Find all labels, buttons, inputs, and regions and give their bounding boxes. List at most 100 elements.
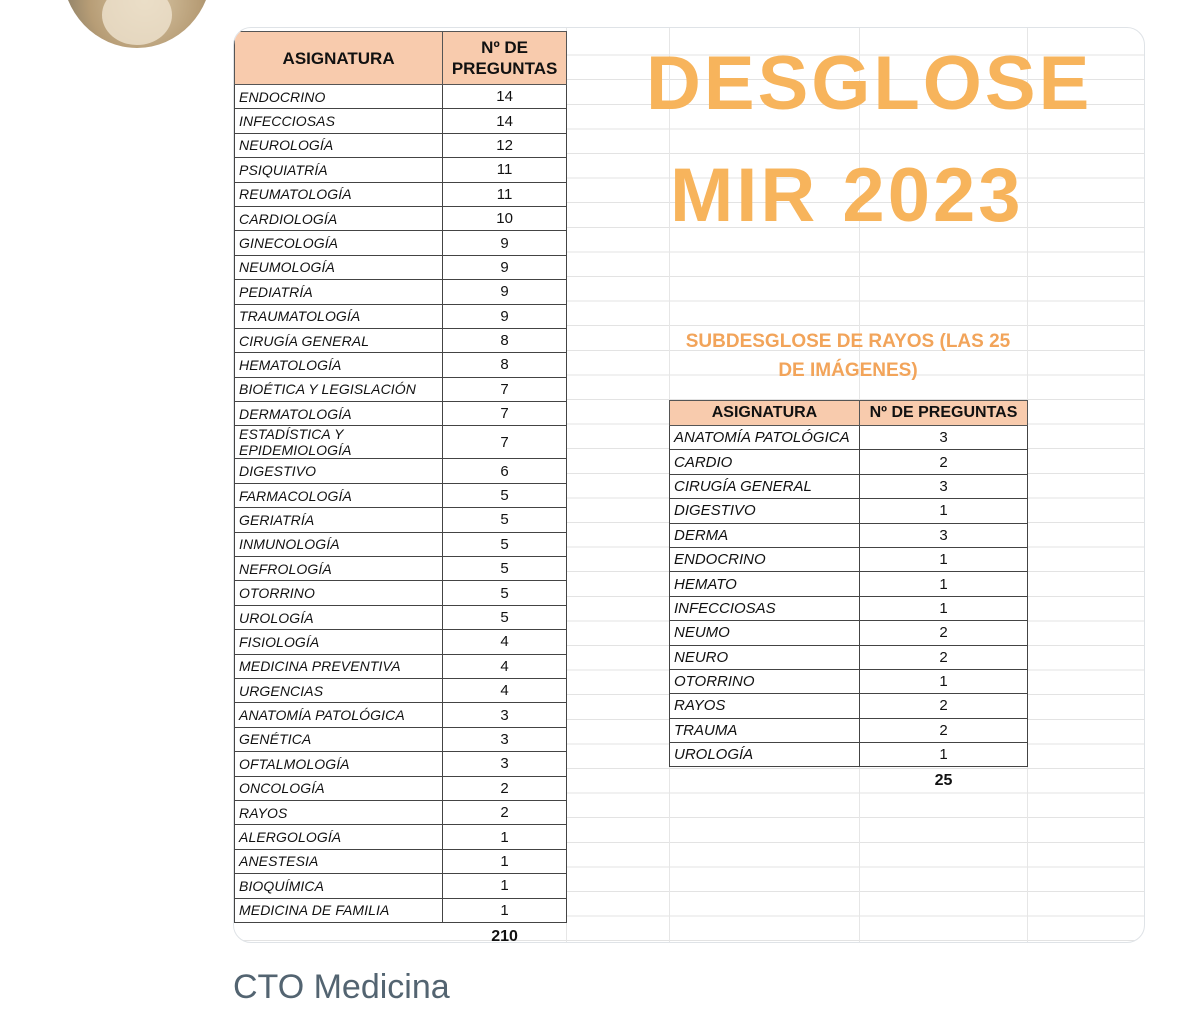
sub-header-count: Nº DE PREGUNTAS (859, 400, 1028, 426)
subject-cell: ENDOCRINO (234, 83, 444, 110)
count-cell: 7 (442, 401, 567, 427)
table-row: ENDOCRINO 14 (234, 83, 567, 110)
subject-cell: INFECCIOSAS (669, 595, 860, 622)
table-row: ANESTESIA 1 (234, 848, 567, 875)
sub-table-header-row: ASIGNATURA Nº DE PREGUNTAS (669, 400, 1028, 426)
total-row: 25 (670, 767, 1028, 796)
count-cell: 1 (442, 873, 567, 899)
table-row: BIOÉTICA Y LEGISLACIÓN 7 (234, 376, 567, 403)
table-row: ANATOMÍA PATOLÓGICA 3 (234, 702, 567, 728)
total-spacer (670, 767, 860, 796)
table-row: NEUROLOGÍA 12 (234, 132, 567, 159)
table-row: NEFROLOGÍA 5 (234, 556, 567, 582)
table-row: TRAUMA 2 (669, 717, 1028, 744)
table-row: NEURO 2 (669, 644, 1028, 670)
total-value: 25 (934, 772, 953, 790)
subject-cell: DERMATOLOGÍA (234, 401, 444, 427)
count-cell: 2 (442, 799, 567, 826)
count-cell: 5 (442, 482, 567, 509)
count-cell: 9 (442, 279, 567, 305)
subject-cell: OFTALMOLOGÍA (234, 751, 444, 777)
table-row: ENDOCRINO 1 (669, 546, 1028, 573)
count-cell: 7 (442, 425, 567, 460)
table-row: ALERGOLOGÍA 1 (234, 824, 567, 850)
subject-cell: TRAUMATOLOGÍA (234, 303, 444, 329)
table-row: CIRUGÍA GENERAL 3 (669, 473, 1028, 500)
total-spacer (235, 922, 443, 942)
count-cell: 10 (442, 205, 567, 232)
subject-cell: HEMATO (669, 571, 860, 597)
subject-cell: FISIOLOGÍA (234, 629, 444, 655)
table-row: NEUMO 2 (669, 620, 1028, 646)
subject-cell: HEMATOLOGÍA (234, 352, 444, 378)
table-row: GERIATRÍA 5 (234, 507, 567, 533)
count-cell: 9 (442, 230, 567, 256)
count-cell: 3 (859, 473, 1028, 500)
count-cell: 1 (859, 546, 1028, 573)
rayos-breakdown-table: ASIGNATURA Nº DE PREGUNTAS ANATOMÍA PATO… (669, 400, 1028, 795)
subject-cell: OTORRINO (234, 580, 444, 606)
count-cell: 2 (442, 775, 567, 801)
table-row: CARDIO 2 (669, 449, 1028, 475)
table-row: ONCOLOGÍA 2 (234, 775, 567, 801)
sub-header-subject: ASIGNATURA (669, 400, 860, 426)
post-media-image[interactable]: ASIGNATURA Nº DE PREGUNTAS ENDOCRINO 14 IN… (233, 27, 1145, 943)
subject-cell: ENDOCRINO (669, 546, 860, 573)
subject-cell: GINECOLOGÍA (234, 230, 444, 256)
count-cell: 11 (442, 157, 567, 183)
subject-cell: NEURO (669, 644, 860, 670)
subject-cell: ALERGOLOGÍA (234, 824, 444, 850)
subject-cell: UROLOGÍA (234, 604, 444, 631)
count-cell: 4 (442, 653, 567, 679)
count-cell: 9 (442, 303, 567, 329)
table-row: INFECCIOSAS 14 (234, 108, 567, 134)
subject-cell: NEUMOLOGÍA (234, 254, 444, 281)
table-row: GINECOLOGÍA 9 (234, 230, 567, 256)
subject-cell: MEDICINA DE FAMILIA (234, 897, 444, 923)
count-cell: 3 (442, 702, 567, 728)
subject-cell: BIOQUÍMICA (234, 873, 444, 899)
table-row: DERMATOLOGÍA 7 (234, 401, 567, 427)
table-row: OTORRINO 1 (669, 668, 1028, 695)
subject-cell: MEDICINA PREVENTIVA (234, 653, 444, 679)
subject-cell: ESTADÍSTICA Y EPIDEMIOLOGÍA (234, 425, 444, 460)
table-row: PSIQUIATRÍA 11 (234, 157, 567, 183)
table-row: MEDICINA PREVENTIVA 4 (234, 653, 567, 679)
table-row: CARDIOLOGÍA 10 (234, 205, 567, 232)
subject-cell: CIRUGÍA GENERAL (234, 327, 444, 354)
table-row: MEDICINA DE FAMILIA 1 (234, 897, 567, 923)
table-row: DIGESTIVO 6 (234, 458, 567, 484)
subject-cell: ANATOMÍA PATOLÓGICA (234, 702, 444, 728)
subject-cell: ANESTESIA (234, 848, 444, 875)
count-cell: 14 (442, 108, 567, 134)
count-cell: 11 (442, 181, 567, 207)
post-caption[interactable]: CTO Medicina (233, 968, 450, 1006)
table-row: INFECCIOSAS 1 (669, 595, 1028, 622)
table-row: URGENCIAS 4 (234, 677, 567, 704)
sheet-title-line-2: MIR 2023 (670, 153, 1024, 238)
count-cell: 2 (859, 644, 1028, 670)
count-cell: 4 (442, 677, 567, 704)
count-cell: 1 (859, 498, 1028, 524)
table-row: GENÉTICA 3 (234, 726, 567, 753)
subject-cell: CARDIOLOGÍA (234, 205, 444, 232)
subject-cell: CARDIO (669, 449, 860, 475)
table-row: REUMATOLOGÍA 11 (234, 181, 567, 207)
count-cell: 3 (442, 751, 567, 777)
count-cell: 1 (859, 595, 1028, 622)
avatar[interactable] (62, 0, 212, 48)
count-cell: 5 (442, 604, 567, 631)
subject-cell: DERMA (669, 522, 860, 548)
table-row: RAYOS 2 (234, 799, 567, 826)
total-value: 210 (491, 927, 518, 943)
count-cell: 2 (859, 449, 1028, 475)
count-cell: 1 (442, 848, 567, 875)
table-row: OFTALMOLOGÍA 3 (234, 751, 567, 777)
subject-cell: NEUMO (669, 620, 860, 646)
table-row: RAYOS 2 (669, 693, 1028, 719)
table-row: DERMA 3 (669, 522, 1028, 548)
subject-cell: NEFROLOGÍA (234, 556, 444, 582)
count-cell: 1 (859, 668, 1028, 695)
count-cell: 2 (859, 717, 1028, 744)
subject-cell: INFECCIOSAS (234, 108, 444, 134)
